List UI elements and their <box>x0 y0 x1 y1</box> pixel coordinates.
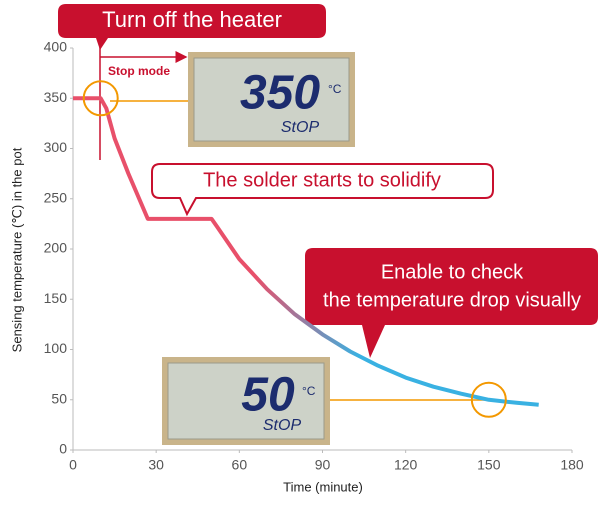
check-callout <box>305 248 598 358</box>
lcd-unit: °C <box>328 82 342 96</box>
lcd-screen <box>193 57 350 142</box>
solidify-label: The solder starts to solidify <box>203 169 441 191</box>
y-axis-title: Sensing temperature (℃) in the pot <box>9 147 24 352</box>
lcd-reading: 350 <box>240 67 320 120</box>
stop-mode-label: Stop mode <box>108 64 170 78</box>
x-tick-label: 150 <box>477 457 501 473</box>
y-tick-label: 200 <box>44 240 68 256</box>
y-tick-label: 250 <box>44 189 68 205</box>
x-tick-label: 60 <box>232 457 248 473</box>
lcd-reading: 50 <box>241 369 295 422</box>
y-tick-label: 300 <box>44 139 68 155</box>
highlight-circle <box>470 381 507 418</box>
x-tick-label: 120 <box>394 457 418 473</box>
y-tick-label: 50 <box>51 390 67 406</box>
lcd-display: 350 °C StOP <box>188 52 355 147</box>
y-tick-label: 150 <box>44 290 68 306</box>
y-tick-label: 350 <box>44 89 68 105</box>
solidify-callout <box>151 163 494 217</box>
lcd-status: StOP <box>281 119 320 136</box>
heater-label: Turn off the heater <box>102 7 282 32</box>
lcd-screen <box>167 362 325 440</box>
temperature-line <box>73 96 539 407</box>
lcd-status: StOP <box>263 417 302 434</box>
x-tick-label: 90 <box>315 457 331 473</box>
heater-callout <box>58 4 326 50</box>
x-tick-label: 0 <box>69 457 77 473</box>
check-label: Enable to check <box>381 261 524 283</box>
x-axis-title: Time (minute) <box>283 479 363 494</box>
x-tick-label: 30 <box>148 457 164 473</box>
x-tick-label: 180 <box>560 457 584 473</box>
lcd-display: 50 °C StOP <box>162 357 330 445</box>
axes <box>70 47 573 453</box>
lcd-unit: °C <box>302 384 316 398</box>
y-tick-label: 0 <box>59 441 67 457</box>
highlight-circle <box>82 80 119 117</box>
check-label: the temperature drop visually <box>323 289 581 311</box>
y-tick-label: 100 <box>44 340 68 356</box>
y-tick-label: 400 <box>44 39 68 55</box>
